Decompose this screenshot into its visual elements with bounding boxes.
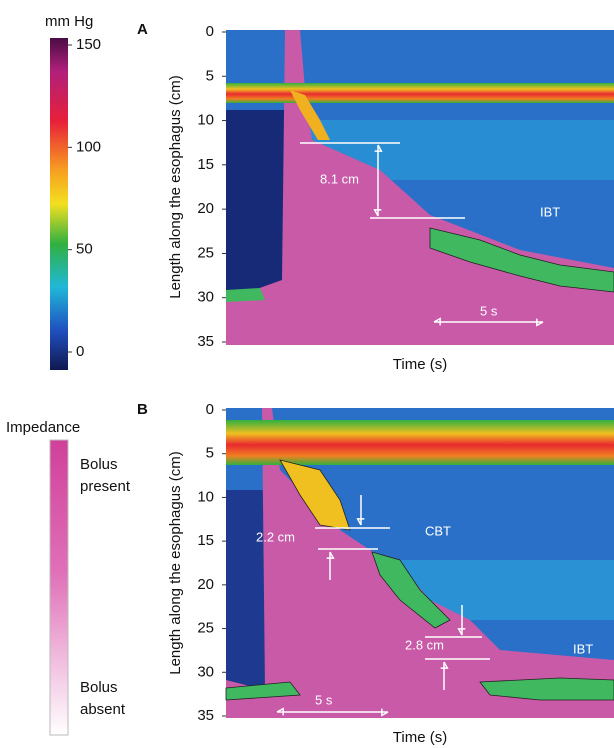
arrow-head	[373, 209, 382, 217]
arrow-head	[381, 708, 389, 717]
annotation: 2.8 cm	[405, 637, 444, 652]
y-tick-label: 20	[197, 576, 214, 593]
colorbar-tick-label: 0	[76, 343, 84, 360]
x-axis-label: Time (s)	[393, 729, 447, 746]
colorbar-tick-label: 50	[76, 241, 93, 258]
annotation: 5 s	[480, 303, 498, 318]
arrow-head	[536, 318, 544, 327]
annotation: 5 s	[315, 692, 333, 707]
y-tick-label: 35	[197, 333, 214, 350]
heatmap-b	[225, 408, 614, 718]
arrow-head	[457, 628, 466, 636]
annotation: CBT	[425, 523, 451, 538]
y-tick-label: 15	[197, 532, 214, 549]
y-tick-label: 10	[197, 112, 214, 129]
colorbar-title: mm Hg	[45, 13, 93, 30]
panel-letter: A	[137, 21, 148, 38]
bolus-absent-label: Bolus absent	[80, 679, 126, 718]
y-tick-label: 25	[197, 244, 214, 261]
y-tick-label: 25	[197, 620, 214, 637]
y-axis-label: Length along the esophagus (cm)	[167, 75, 184, 298]
annotation: IBT	[540, 204, 560, 219]
bolus-present-label: Bolus present	[80, 456, 131, 495]
colorbar-tick-label: 100	[76, 138, 101, 155]
arrow-head	[356, 518, 365, 526]
y-tick-label: 20	[197, 200, 214, 217]
x-axis-label: Time (s)	[393, 356, 447, 373]
y-tick-label: 35	[197, 707, 214, 724]
arrow-head	[276, 707, 284, 716]
arrow-head	[433, 317, 441, 326]
y-tick-label: 30	[197, 289, 214, 306]
y-axis-label: Length along the esophagus (cm)	[167, 451, 184, 674]
y-tick-label: 5	[206, 445, 214, 462]
y-tick-label: 0	[206, 23, 214, 40]
arrow-head	[326, 551, 335, 559]
annotation: 2.2 cm	[256, 529, 295, 544]
y-tick-label: 0	[206, 401, 214, 418]
annotation: IBT	[573, 641, 593, 656]
pressure-colorbar	[50, 38, 68, 370]
panel-letter: B	[137, 401, 148, 418]
impedance-colorbar	[49, 439, 69, 736]
y-tick-label: 30	[197, 663, 214, 680]
colorbar-tick-label: 150	[76, 36, 101, 53]
arrow-head	[374, 144, 383, 152]
y-tick-label: 10	[197, 488, 214, 505]
y-tick-label: 5	[206, 67, 214, 84]
heatmap-a	[226, 30, 614, 345]
arrow-head	[440, 661, 449, 669]
impedance-title: Impedance	[6, 419, 80, 436]
annotation: 8.1 cm	[320, 171, 359, 186]
y-tick-label: 15	[197, 156, 214, 173]
